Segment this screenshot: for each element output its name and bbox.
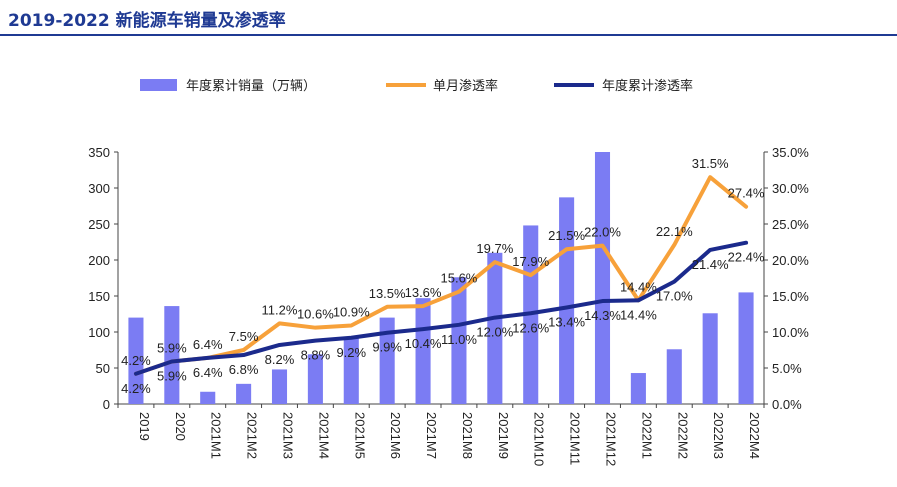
- y-right-tick-label: 10.0%: [772, 325, 809, 340]
- bar: [128, 317, 144, 404]
- x-tick-label: 2020: [173, 412, 188, 441]
- monthly-data-label: 5.9%: [157, 341, 187, 356]
- annual-data-label: 11.0%: [441, 332, 477, 347]
- annual-penetration-line: [133, 240, 749, 376]
- bar: [738, 292, 754, 404]
- y-left-tick-label: 250: [88, 217, 110, 232]
- bar: [379, 317, 395, 404]
- monthly-data-label: 19.7%: [476, 241, 513, 256]
- y-right-tick-label: 5.0%: [772, 361, 802, 376]
- x-tick-label: 2021M9: [496, 412, 511, 459]
- annual-data-label: 9.9%: [372, 340, 402, 355]
- x-tick-label: 2021M5: [352, 412, 367, 459]
- x-tick-label: 2021M11: [568, 412, 583, 465]
- legend-label: 年度累计渗透率: [602, 78, 693, 94]
- y-left-tick-label: 150: [88, 289, 110, 304]
- y-left-tick-label: 100: [88, 325, 110, 340]
- x-tick-label: 2021M8: [460, 412, 475, 459]
- monthly-data-label: 15.6%: [441, 271, 478, 286]
- annual-data-label: 17.0%: [656, 289, 693, 304]
- bar: [594, 152, 611, 404]
- monthly-data-label: 13.5%: [369, 286, 406, 301]
- monthly-data-label: 21.5%: [548, 228, 585, 243]
- annual-data-label: 6.4%: [193, 365, 223, 380]
- x-tick-label: 2022M1: [639, 412, 654, 459]
- annual-data-label: 12.0%: [476, 325, 513, 340]
- bar: [487, 252, 503, 404]
- monthly-data-label: 22.0%: [584, 225, 621, 240]
- annual-data-label: 14.4%: [620, 307, 657, 322]
- x-tick-label: 2022M4: [747, 412, 762, 459]
- y-left-tick-label: 200: [88, 253, 110, 268]
- bar: [307, 354, 323, 404]
- y-right-tick-label: 0.0%: [772, 397, 802, 412]
- annual-data-label: 8.2%: [265, 352, 295, 367]
- annual-data-label: 22.4%: [728, 250, 765, 265]
- annual-data-label: 9.2%: [336, 345, 366, 360]
- annual-data-label: 8.8%: [301, 348, 331, 363]
- annual-data-label: 13.4%: [548, 315, 585, 330]
- bar: [630, 373, 646, 404]
- x-tick-label: 2022M2: [675, 412, 690, 459]
- y-right-tick-label: 35.0%: [772, 145, 809, 160]
- x-tick-label: 2021M12: [604, 412, 619, 466]
- monthly-data-label: 7.5%: [229, 329, 259, 344]
- annual-data-label: 4.2%: [121, 381, 151, 396]
- y-left-tick-label: 0: [103, 397, 110, 412]
- bar: [164, 306, 180, 404]
- bar: [200, 391, 216, 404]
- monthly-penetration-line: [133, 175, 749, 376]
- x-tick-label: 2021M10: [532, 412, 547, 466]
- page-title: 2019-2022 新能源车销量及渗透率: [8, 11, 286, 31]
- y-right-tick-label: 25.0%: [772, 217, 809, 232]
- bar: [666, 349, 682, 404]
- x-tick-label: 2021M4: [316, 412, 331, 459]
- monthly-data-label: 27.4%: [728, 186, 765, 201]
- monthly-data-label: 22.1%: [656, 224, 693, 239]
- x-tick-label: 2021M7: [424, 412, 439, 459]
- monthly-data-label: 31.5%: [692, 156, 729, 171]
- annual-data-label: 12.6%: [512, 320, 549, 335]
- x-tick-label: 2021M6: [388, 412, 403, 459]
- bar: [702, 313, 718, 404]
- bar: [343, 337, 359, 404]
- monthly-data-label: 11.2%: [262, 302, 298, 317]
- annual-data-label: 6.8%: [229, 362, 259, 377]
- legend-label: 单月渗透率: [433, 78, 498, 94]
- y-right-tick-label: 15.0%: [772, 289, 809, 304]
- legend-swatch-bar: [140, 79, 177, 91]
- x-tick-label: 2021M3: [281, 412, 296, 459]
- x-tick-label: 2022M3: [711, 412, 726, 459]
- x-tick-label: 2021M1: [209, 412, 224, 459]
- bar: [415, 298, 431, 404]
- y-left-tick-label: 300: [88, 181, 110, 196]
- y-left-tick-label: 50: [96, 361, 110, 376]
- x-tick-label: 2021M2: [245, 412, 260, 459]
- y-left-tick-label: 350: [88, 145, 110, 160]
- title-bar: 2019-2022 新能源车销量及渗透率: [0, 0, 897, 36]
- bar: [451, 277, 467, 404]
- monthly-data-label: 10.6%: [297, 307, 334, 322]
- legend-label: 年度累计销量（万辆）: [186, 78, 316, 94]
- monthly-data-label: 13.6%: [405, 285, 442, 300]
- monthly-data-label: 10.9%: [333, 305, 370, 320]
- bar: [236, 383, 252, 404]
- monthly-data-label: 14.4%: [620, 279, 657, 294]
- bar: [271, 369, 288, 404]
- monthly-data-label: 6.4%: [193, 337, 223, 352]
- annual-data-label: 14.3%: [584, 308, 621, 323]
- annual-data-label: 21.4%: [692, 257, 729, 272]
- y-right-tick-label: 30.0%: [772, 181, 809, 196]
- annual-data-label: 5.9%: [157, 369, 187, 384]
- monthly-data-label: 4.2%: [121, 353, 151, 368]
- monthly-data-label: 17.9%: [512, 254, 549, 269]
- x-tick-label: 2019: [137, 412, 152, 441]
- annual-data-label: 10.4%: [405, 336, 442, 351]
- y-right-tick-label: 20.0%: [772, 253, 809, 268]
